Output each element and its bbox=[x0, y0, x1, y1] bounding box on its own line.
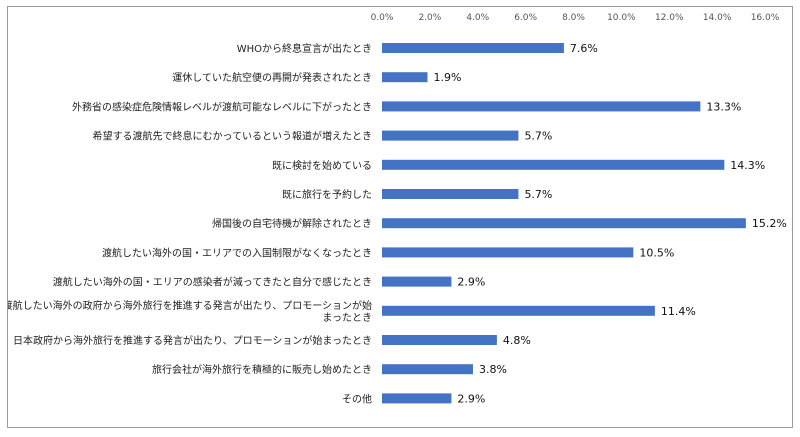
bar bbox=[382, 130, 519, 141]
category-label-line: 外務省の感染症危険情報レベルが渡航可能なレベルに下がったとき bbox=[72, 100, 372, 113]
category-label-line: 渡航したい海外の国・エリアでの入国制限がなくなったとき bbox=[102, 246, 372, 259]
bar-chart: 0.0% 2.0% 4.0% 6.0% 8.0% 10.0% 12.0% 14.0% 16.0%… bbox=[8, 13, 787, 405]
x-tick-label: 10.0% bbox=[607, 13, 636, 23]
bar bbox=[382, 305, 655, 316]
bar bbox=[382, 276, 452, 287]
category-label: その他 bbox=[342, 392, 372, 405]
value-label: 13.3% bbox=[706, 100, 741, 113]
x-tick-label: 2.0% bbox=[418, 13, 441, 23]
value-label: 7.6% bbox=[570, 42, 598, 55]
category-label-line: 帰国後の自宅待機が解除されたとき bbox=[212, 217, 372, 230]
bar bbox=[382, 189, 519, 199]
bar bbox=[382, 335, 497, 345]
value-label: 2.9% bbox=[457, 276, 485, 289]
category-label-line: まったとき bbox=[322, 312, 372, 324]
category-label: 既に検討を始めている bbox=[272, 159, 372, 172]
chart-frame: 0.0% 2.0% 4.0% 6.0% 8.0% 10.0% 12.0% 14.0% 16.0%… bbox=[7, 6, 793, 428]
value-label: 3.8% bbox=[479, 363, 507, 376]
value-label: 5.7% bbox=[524, 130, 552, 143]
category-label-line: 希望する渡航先で終息にむかっているという報道が増えたとき bbox=[93, 130, 373, 143]
category-label-line: 既に検討を始めている bbox=[272, 159, 372, 172]
value-label: 11.4% bbox=[661, 305, 696, 318]
x-tick-label: 12.0% bbox=[655, 13, 684, 23]
bar bbox=[382, 159, 725, 170]
x-axis-ticks: 0.0% 2.0% 4.0% 6.0% 8.0% 10.0% 12.0% 14.0% 16.0% bbox=[371, 13, 780, 23]
x-tick-label: 0.0% bbox=[371, 13, 394, 23]
category-label: 渡航したい海外の国・エリアでの入国制限がなくなったとき bbox=[102, 246, 372, 259]
category-labels: WHOから終息宣言が出たとき運休していた航空便の再開が発表されたとき外務省の感染… bbox=[8, 42, 372, 405]
bar bbox=[382, 364, 473, 375]
x-tick-label: 8.0% bbox=[562, 13, 585, 23]
category-label-line: WHOから終息宣言が出たとき bbox=[237, 42, 372, 55]
category-label-line: 渡航したい海外の政府から海外旅行を推進する発言が出たり、プロモーションが始 bbox=[8, 299, 372, 312]
bar bbox=[382, 72, 428, 83]
category-label-line: 旅行会社が海外旅行を積極的に販売し始めたとき bbox=[152, 363, 372, 376]
value-label: 10.5% bbox=[639, 246, 674, 259]
category-label: 渡航したい海外の政府から海外旅行を推進する発言が出たり、プロモーションが始まった… bbox=[8, 299, 372, 324]
bar bbox=[382, 43, 564, 53]
category-label: 運休していた航空便の再開が発表されたとき bbox=[172, 71, 372, 84]
x-tick-label: 14.0% bbox=[703, 13, 732, 23]
value-labels: 7.6% 1.9% 13.3% 5.7% 14.3% 5.7% 15.2% 10.5% 2.9%… bbox=[433, 42, 786, 405]
category-label: 外務省の感染症危険情報レベルが渡航可能なレベルに下がったとき bbox=[72, 100, 372, 113]
category-label-line: 日本政府から海外旅行を推進する発言が出たり、プロモーションが始まったとき bbox=[13, 334, 372, 347]
value-label: 2.9% bbox=[457, 392, 485, 405]
bar bbox=[382, 218, 746, 229]
category-label: 帰国後の自宅待機が解除されたとき bbox=[212, 217, 372, 230]
x-tick-label: 6.0% bbox=[514, 13, 537, 23]
value-label: 15.2% bbox=[752, 217, 787, 230]
x-tick-label: 4.0% bbox=[466, 13, 489, 23]
category-label: WHOから終息宣言が出たとき bbox=[237, 42, 372, 55]
category-label: 希望する渡航先で終息にむかっているという報道が増えたとき bbox=[93, 130, 373, 143]
category-label-line: その他 bbox=[342, 392, 372, 405]
category-label: 既に旅行を予約した bbox=[282, 188, 372, 201]
category-label-line: 既に旅行を予約した bbox=[282, 188, 372, 201]
bar bbox=[382, 247, 634, 258]
bars bbox=[382, 43, 746, 404]
bar bbox=[382, 101, 701, 112]
value-label: 1.9% bbox=[433, 71, 461, 84]
category-label-line: 運休していた航空便の再開が発表されたとき bbox=[172, 71, 372, 84]
category-label: 渡航したい海外の国・エリアの感染者が減ってきたと自分で感じたとき bbox=[53, 276, 372, 289]
value-label: 5.7% bbox=[524, 188, 552, 201]
x-tick-label: 16.0% bbox=[751, 13, 780, 23]
value-label: 4.8% bbox=[503, 334, 531, 347]
category-label-line: 渡航したい海外の国・エリアの感染者が減ってきたと自分で感じたとき bbox=[53, 276, 372, 289]
bar bbox=[382, 393, 452, 404]
category-label: 日本政府から海外旅行を推進する発言が出たり、プロモーションが始まったとき bbox=[13, 334, 372, 347]
value-label: 14.3% bbox=[730, 159, 765, 172]
category-label: 旅行会社が海外旅行を積極的に販売し始めたとき bbox=[152, 363, 372, 376]
